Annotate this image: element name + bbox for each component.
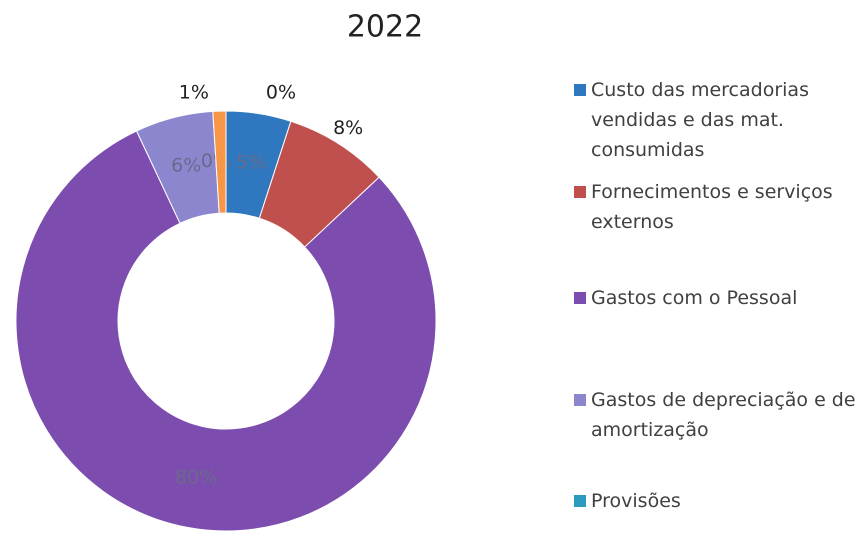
legend-label: Custo das mercadorias vendidas e das mat…: [591, 79, 809, 161]
legend-item: Custo das mercadorias vendidas e das mat…: [574, 75, 864, 165]
donut-slice: [15, 130, 437, 532]
data-label: 1%: [179, 82, 209, 104]
data-label: 8%: [333, 117, 363, 139]
chart-title: 2022: [347, 10, 423, 45]
data-label: 80%: [175, 467, 217, 489]
legend-swatch: [574, 292, 586, 304]
data-label: 5%: [236, 151, 266, 173]
legend-swatch: [574, 495, 586, 507]
legend-item: Gastos com o Pessoal: [574, 283, 864, 313]
legend-label: Provisões: [591, 490, 681, 512]
data-label: 6%: [171, 155, 201, 177]
legend-label: Fornecimentos e serviços externos: [591, 181, 833, 233]
legend-label: Gastos com o Pessoal: [591, 287, 798, 309]
legend-swatch: [574, 84, 586, 96]
legend-swatch: [574, 394, 586, 406]
legend-item: Provisões: [574, 486, 864, 516]
legend-label: Gastos de depreciação e de amortização: [591, 389, 856, 441]
donut-slice: [212, 110, 227, 214]
legend-item: Gastos de depreciação e de amortização: [574, 385, 864, 445]
legend-item: Fornecimentos e serviços externos: [574, 177, 864, 237]
legend-swatch: [574, 186, 586, 198]
data-label: 0%: [266, 82, 296, 104]
